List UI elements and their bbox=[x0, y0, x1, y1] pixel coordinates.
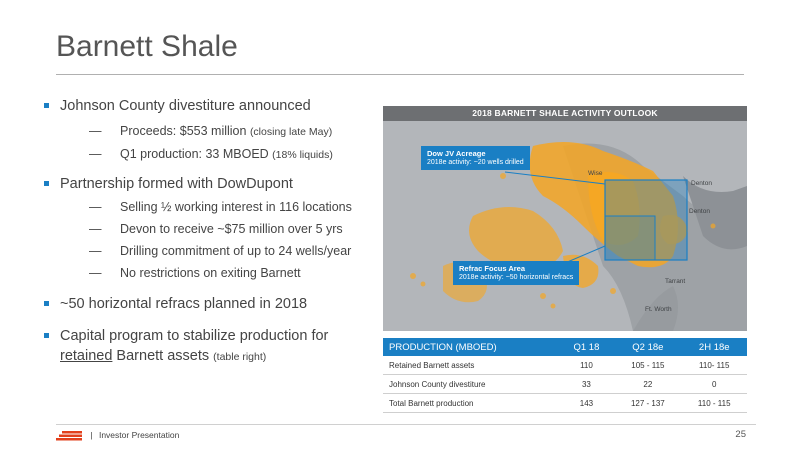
footer-divider bbox=[56, 424, 756, 425]
bullet-square-icon bbox=[44, 333, 49, 338]
bullet-square-icon bbox=[44, 301, 49, 306]
callout-dow-jv: Dow JV Acreage 2018e activity: ~20 wells… bbox=[421, 146, 530, 170]
table-cell: 110 - 115 bbox=[681, 393, 747, 413]
dash-icon: — bbox=[89, 222, 102, 236]
dash-icon: — bbox=[89, 147, 102, 161]
activity-map: 2018 BARNETT SHALE ACTIVITY OUTLOOK Dow … bbox=[383, 106, 747, 331]
dash-icon: — bbox=[89, 266, 102, 280]
table-cell: 110- 115 bbox=[681, 356, 747, 375]
city-label-denton-1: Denton bbox=[691, 180, 712, 187]
table-cell: 105 - 115 bbox=[614, 356, 682, 375]
table-row: Johnson County divestiture 33 22 0 bbox=[383, 374, 747, 394]
bullet-refracs: ~50 horizontal refracs planned in 2018 bbox=[44, 294, 374, 314]
devon-logo-icon bbox=[56, 430, 82, 441]
table-cell: 127 - 137 bbox=[614, 393, 682, 413]
city-label-denton-2: Denton bbox=[689, 208, 710, 215]
city-label-wise: Wise bbox=[588, 170, 603, 177]
footer: | Investor Presentation bbox=[56, 430, 179, 441]
bullet-johnson: Johnson County divestiture announced bbox=[44, 96, 374, 116]
city-label-tarrant: Tarrant bbox=[665, 278, 686, 285]
sub-bullet-q1-production: — Q1 production: 33 MBOED (18% liquids) bbox=[44, 143, 374, 166]
bullet-square-icon bbox=[44, 103, 49, 108]
city-label-ft-worth: Ft. Worth bbox=[645, 306, 672, 313]
table-header-2h-18e: 2H 18e bbox=[681, 338, 747, 356]
map-title: 2018 BARNETT SHALE ACTIVITY OUTLOOK bbox=[383, 106, 747, 121]
sub-bullet-devon-receive: — Devon to receive ~$75 million over 5 y… bbox=[44, 218, 374, 240]
footer-separator: | bbox=[90, 430, 93, 440]
sub-bullet-selling: — Selling ½ working interest in 116 loca… bbox=[44, 196, 374, 218]
bullet-square-icon bbox=[44, 181, 49, 186]
table-cell: 0 bbox=[681, 374, 747, 394]
table-cell: Total Barnett production bbox=[383, 393, 559, 413]
table-cell: 22 bbox=[614, 374, 682, 394]
table-header-row: PRODUCTION (MBOED) Q1 18 Q2 18e 2H 18e bbox=[383, 338, 747, 356]
bullet-list: Johnson County divestiture announced — P… bbox=[44, 96, 374, 367]
dash-icon: — bbox=[89, 124, 102, 138]
table-header-production: PRODUCTION (MBOED) bbox=[383, 338, 559, 356]
table-cell: 143 bbox=[558, 393, 615, 413]
bullet-capital-program: Capital program to stabilize production … bbox=[44, 326, 374, 367]
table-header-q1-18: Q1 18 bbox=[558, 338, 615, 356]
table-row: Total Barnett production 143 127 - 137 1… bbox=[383, 393, 747, 413]
bullet-partnership: Partnership formed with DowDupont bbox=[44, 174, 374, 194]
dash-icon: — bbox=[89, 244, 102, 258]
sub-bullet-drilling: — Drilling commitment of up to 24 wells/… bbox=[44, 240, 374, 262]
page-number: 25 bbox=[735, 429, 746, 440]
sub-bullet-proceeds: — Proceeds: $553 million (closing late M… bbox=[44, 120, 374, 143]
table-header-q2-18e: Q2 18e bbox=[614, 338, 682, 356]
table-cell: Johnson County divestiture bbox=[383, 374, 559, 394]
table-cell: Retained Barnett assets bbox=[383, 356, 559, 375]
sub-bullet-no-restrictions: — No restrictions on exiting Barnett bbox=[44, 262, 374, 284]
table-row: Retained Barnett assets 110 105 - 115 11… bbox=[383, 356, 747, 375]
dash-icon: — bbox=[89, 200, 102, 214]
table-cell: 110 bbox=[558, 356, 615, 375]
callout-refrac-focus: Refrac Focus Area 2018e activity: ~50 ho… bbox=[453, 261, 580, 285]
table-cell: 33 bbox=[558, 374, 615, 394]
map-graphic bbox=[383, 106, 747, 331]
title-divider bbox=[56, 74, 744, 75]
page-title: Barnett Shale bbox=[56, 30, 238, 63]
production-table: PRODUCTION (MBOED) Q1 18 Q2 18e 2H 18e R… bbox=[383, 338, 747, 413]
footer-label: Investor Presentation bbox=[98, 430, 180, 440]
